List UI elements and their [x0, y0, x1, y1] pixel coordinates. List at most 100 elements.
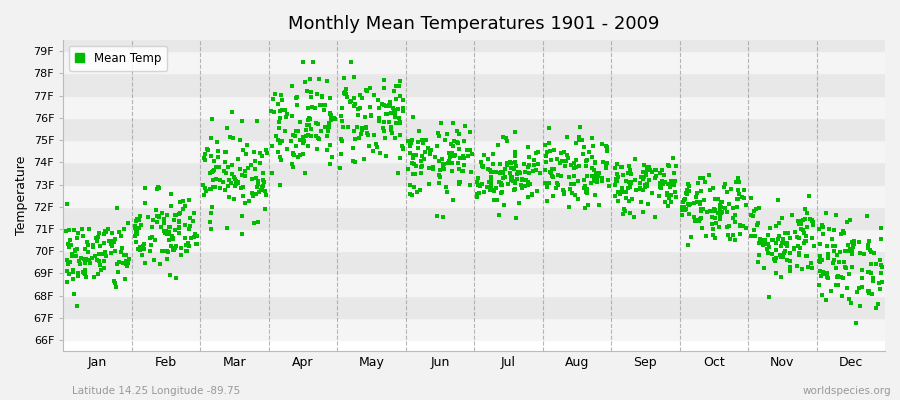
Point [392, 120, 407, 126]
Point [287, 152, 302, 158]
Point [302, 104, 316, 111]
Point [798, 238, 813, 244]
Point [562, 203, 576, 210]
Point [744, 233, 759, 239]
Point [765, 237, 779, 243]
Point [493, 190, 508, 196]
Point [172, 230, 186, 236]
Point [110, 204, 124, 211]
Point [421, 165, 436, 172]
Point [498, 174, 512, 180]
Point [662, 182, 677, 189]
Bar [63, 74, 885, 96]
Point [661, 162, 675, 168]
Point [590, 177, 604, 183]
Point [129, 228, 143, 234]
Point [394, 142, 409, 149]
Point [558, 158, 572, 165]
Point [288, 133, 302, 140]
Point [348, 136, 363, 142]
Point [250, 184, 265, 190]
Point [557, 189, 572, 195]
Point [517, 161, 531, 168]
Point [499, 135, 513, 141]
Point [750, 222, 764, 228]
Point [323, 109, 338, 116]
Point [664, 198, 679, 205]
Point [289, 95, 303, 102]
Point [855, 275, 869, 281]
Point [415, 163, 429, 170]
Point [108, 236, 122, 242]
Point [268, 91, 283, 98]
Point [452, 131, 466, 138]
Point [456, 155, 471, 161]
Point [112, 259, 126, 266]
Point [546, 174, 561, 180]
Point [274, 108, 288, 115]
Point [789, 234, 804, 240]
Point [552, 182, 566, 188]
Point [136, 243, 150, 249]
Point [507, 166, 521, 172]
Point [783, 235, 797, 242]
Point [473, 158, 488, 165]
Point [504, 174, 518, 180]
Point [507, 187, 521, 193]
Point [611, 174, 625, 180]
Point [586, 143, 600, 149]
Point [213, 177, 228, 184]
Point [206, 177, 220, 184]
Point [522, 154, 536, 160]
Point [580, 173, 594, 180]
Point [418, 149, 432, 155]
Point [829, 212, 843, 218]
Point [648, 174, 662, 181]
Point [295, 134, 310, 140]
Point [842, 248, 856, 254]
Point [432, 172, 446, 178]
Point [236, 184, 250, 190]
Point [98, 227, 112, 234]
Point [494, 180, 508, 186]
Point [847, 241, 861, 247]
Point [371, 97, 385, 104]
Point [181, 197, 195, 203]
Point [258, 192, 273, 198]
Point [310, 146, 324, 152]
Point [872, 280, 886, 286]
Point [168, 227, 183, 234]
Point [568, 192, 582, 198]
Point [333, 112, 347, 119]
Point [778, 241, 793, 247]
Legend: Mean Temp: Mean Temp [69, 46, 167, 71]
Point [460, 147, 474, 153]
Point [76, 269, 90, 276]
Point [456, 138, 471, 145]
Point [683, 234, 698, 240]
Point [274, 92, 288, 98]
Point [543, 148, 557, 154]
Point [346, 157, 361, 164]
Point [792, 235, 806, 241]
Point [434, 120, 448, 126]
Point [533, 170, 547, 176]
Point [788, 229, 802, 235]
Point [831, 281, 845, 288]
Point [274, 157, 288, 164]
Point [697, 206, 711, 212]
Point [855, 284, 869, 290]
Point [767, 256, 781, 262]
Point [306, 59, 320, 66]
Point [337, 124, 351, 130]
Point [778, 240, 793, 246]
Point [161, 249, 176, 256]
Point [822, 226, 836, 232]
Point [203, 226, 218, 232]
Point [572, 137, 586, 144]
Point [198, 151, 212, 158]
Point [641, 200, 655, 207]
Point [783, 250, 797, 256]
Point [760, 246, 774, 252]
Point [539, 158, 554, 165]
